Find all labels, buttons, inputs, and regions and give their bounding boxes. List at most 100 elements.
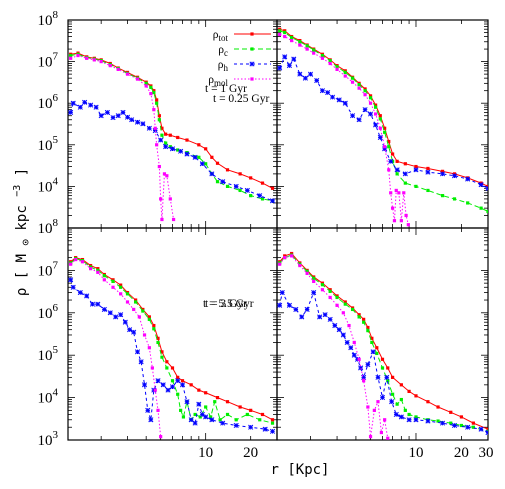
data-point xyxy=(157,164,161,169)
data-point xyxy=(394,188,398,193)
data-point xyxy=(465,176,471,182)
data-point xyxy=(115,113,121,119)
data-point xyxy=(119,285,123,289)
data-point xyxy=(278,262,282,266)
series-line-tot xyxy=(70,257,273,421)
data-point xyxy=(147,315,151,319)
data-point xyxy=(366,325,370,330)
data-point xyxy=(478,426,484,432)
series-tot xyxy=(278,251,488,431)
data-point xyxy=(176,392,180,396)
data-point xyxy=(305,269,309,273)
data-point xyxy=(440,169,445,173)
data-point xyxy=(375,346,379,350)
data-point xyxy=(486,427,488,431)
data-point xyxy=(181,415,186,419)
data-point xyxy=(165,174,169,178)
data-point xyxy=(368,96,373,100)
data-point xyxy=(426,166,430,171)
data-point xyxy=(486,184,488,188)
data-point xyxy=(290,35,294,40)
data-point xyxy=(391,206,395,210)
data-point xyxy=(134,119,141,125)
data-point xyxy=(383,145,387,149)
data-point xyxy=(379,395,386,401)
data-point xyxy=(479,206,483,210)
data-point xyxy=(138,359,144,365)
y-axis-label-unit: kpc xyxy=(14,205,30,230)
data-point xyxy=(119,292,123,296)
panel-annotation: t = 0.25 Gyr xyxy=(213,93,269,105)
panel-1: 104 105 106 107 108 t = 0.25 Gyr xyxy=(38,9,278,229)
data-point xyxy=(459,415,464,419)
data-point xyxy=(160,355,164,359)
data-point xyxy=(155,101,159,105)
data-point xyxy=(209,171,215,177)
data-point xyxy=(197,388,201,392)
data-point xyxy=(111,285,115,289)
data-point xyxy=(389,191,393,195)
data-point xyxy=(312,48,316,52)
series-line-c xyxy=(70,258,273,424)
data-point xyxy=(175,378,181,384)
data-point xyxy=(155,98,159,102)
data-point xyxy=(89,301,96,307)
data-point xyxy=(203,414,209,420)
data-point xyxy=(249,194,253,198)
y-axis-label-main: ρ [ M xyxy=(14,254,30,296)
data-point xyxy=(344,339,350,345)
data-point xyxy=(376,400,380,404)
data-point xyxy=(156,408,160,412)
data-point xyxy=(68,277,74,283)
data-point xyxy=(378,126,382,130)
data-point xyxy=(440,420,446,426)
data-point xyxy=(107,310,113,316)
data-point xyxy=(134,349,141,355)
data-point xyxy=(89,267,93,271)
data-point xyxy=(76,53,80,58)
data-point xyxy=(260,181,265,185)
data-point xyxy=(290,254,294,258)
data-point xyxy=(238,405,242,409)
data-point xyxy=(93,104,99,110)
data-point xyxy=(179,408,183,412)
data-point xyxy=(383,126,387,130)
data-point xyxy=(436,405,440,409)
series-line-mol xyxy=(279,33,409,225)
data-point xyxy=(368,94,373,98)
data-point xyxy=(218,418,222,422)
data-point xyxy=(312,51,316,55)
data-point xyxy=(102,278,106,282)
data-point xyxy=(160,126,164,130)
data-point xyxy=(363,93,367,97)
data-point xyxy=(373,112,378,116)
series-h xyxy=(68,277,276,434)
data-point xyxy=(98,113,104,119)
x-tick-label: 30 xyxy=(479,445,494,461)
data-point xyxy=(328,289,332,293)
data-point xyxy=(350,80,355,84)
data-point xyxy=(277,302,283,308)
data-point xyxy=(373,105,378,109)
data-point xyxy=(305,271,309,275)
data-point xyxy=(452,197,457,201)
data-point xyxy=(449,421,453,425)
data-point xyxy=(159,197,163,201)
y-tick-label: 104 xyxy=(38,387,59,407)
data-point xyxy=(363,87,367,91)
data-point xyxy=(74,257,78,262)
y-tick-label: 108 xyxy=(38,9,59,29)
data-point xyxy=(343,300,347,304)
data-point xyxy=(88,102,94,108)
data-point xyxy=(317,314,323,320)
series-line-mol xyxy=(70,54,175,220)
data-point xyxy=(343,302,347,306)
y-tick-label: 107 xyxy=(38,51,59,71)
data-point xyxy=(225,168,230,172)
data-point xyxy=(465,424,471,430)
data-point xyxy=(387,168,391,172)
data-point xyxy=(157,114,161,118)
data-point xyxy=(425,418,431,424)
data-point xyxy=(134,298,138,302)
data-point xyxy=(111,279,115,284)
